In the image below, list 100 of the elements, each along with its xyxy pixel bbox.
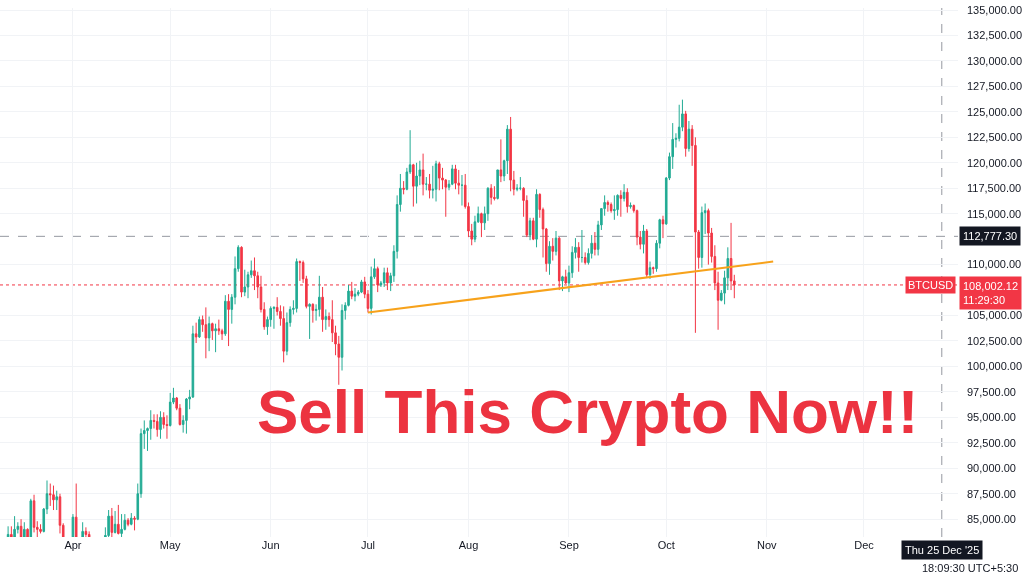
candlestick bbox=[130, 512, 133, 526]
candlestick bbox=[204, 306, 208, 359]
candlestick bbox=[55, 490, 59, 511]
candlestick bbox=[687, 120, 691, 153]
y-tick-label: 125,000.00 bbox=[967, 105, 1023, 118]
candlestick bbox=[434, 160, 438, 202]
candlestick bbox=[382, 267, 386, 288]
candlestick bbox=[194, 322, 198, 344]
candlestick bbox=[207, 316, 211, 352]
candlestick bbox=[509, 116, 512, 192]
y-tick-label: 102,500.00 bbox=[967, 334, 1023, 347]
candlestick bbox=[421, 153, 425, 196]
y-tick-label: 117,500.00 bbox=[967, 182, 1022, 195]
annotation: Sell This Crypto Now!! bbox=[257, 377, 919, 446]
candlestick bbox=[489, 183, 493, 206]
candlestick bbox=[227, 293, 230, 347]
y-tick-label: 105,000.00 bbox=[967, 309, 1023, 322]
candlestick bbox=[609, 201, 613, 214]
y-tick-label: 85,000.00 bbox=[967, 513, 1016, 526]
candlestick bbox=[340, 303, 344, 372]
candlestick bbox=[6, 525, 10, 537]
candlestick bbox=[26, 527, 29, 537]
candlestick bbox=[707, 208, 710, 266]
candlestick bbox=[81, 521, 84, 537]
candlestick bbox=[651, 266, 655, 275]
candlestick bbox=[583, 251, 587, 266]
candlestick bbox=[159, 410, 162, 440]
candlestick bbox=[437, 161, 441, 191]
y-tick-label: 97,500.00 bbox=[967, 385, 1016, 398]
candlestick bbox=[298, 260, 302, 282]
candlestick bbox=[19, 518, 23, 537]
candlestick bbox=[353, 287, 357, 302]
y-tick-label: 120,000.00 bbox=[967, 156, 1023, 169]
candlestick bbox=[528, 217, 532, 241]
candlestick bbox=[460, 174, 464, 207]
candlestick bbox=[548, 240, 551, 276]
y-tick-label: 130,000.00 bbox=[967, 54, 1023, 67]
y-tick-label: 135,000.00 bbox=[967, 3, 1023, 16]
x-tick-label: Sep bbox=[559, 539, 579, 551]
ref-line-label: Thu 25 Dec '25 bbox=[905, 544, 980, 556]
ref-line-label: 112,777.30 bbox=[963, 230, 1018, 242]
candlestick bbox=[211, 322, 214, 341]
candlestick bbox=[402, 180, 405, 195]
candlestick bbox=[457, 169, 461, 195]
candlestick bbox=[684, 110, 687, 158]
candlestick bbox=[282, 305, 285, 363]
candlestick bbox=[217, 319, 221, 336]
candlestick bbox=[120, 513, 123, 537]
candlestick bbox=[551, 237, 555, 262]
candlestick bbox=[480, 212, 483, 238]
candlestick bbox=[580, 229, 584, 264]
candlestick bbox=[412, 163, 415, 208]
candlestick bbox=[629, 201, 632, 210]
candlestick bbox=[308, 302, 311, 340]
candlestick bbox=[74, 483, 78, 537]
candlestick bbox=[535, 188, 538, 248]
x-tick-label: Oct bbox=[657, 539, 675, 551]
y-tick-label: 115,000.00 bbox=[967, 207, 1022, 220]
x-tick-label: Nov bbox=[756, 539, 777, 551]
y-tick-label: 122,500.00 bbox=[967, 131, 1023, 144]
candlestick bbox=[168, 392, 172, 428]
candlestick bbox=[415, 162, 418, 205]
candlestick bbox=[321, 286, 324, 333]
candlestick bbox=[532, 217, 535, 241]
x-tick-label: Apr bbox=[64, 539, 82, 551]
candlestick bbox=[52, 485, 55, 511]
candlestick bbox=[661, 215, 665, 239]
candlestick bbox=[318, 275, 321, 318]
x-tick-label: Jul bbox=[360, 539, 375, 551]
candlestick bbox=[23, 521, 26, 537]
ref-line-label: 108,002.12 11:29:30 bbox=[963, 280, 1019, 307]
x-tick-label: Aug bbox=[458, 539, 479, 551]
x-tick-label: Jun bbox=[261, 539, 280, 551]
annotation: BTCUSD bbox=[908, 279, 954, 291]
x-tick-label: May bbox=[159, 539, 182, 551]
candlestick bbox=[107, 509, 110, 537]
y-tick-label: 92,500.00 bbox=[967, 436, 1016, 449]
candlestick bbox=[425, 176, 428, 191]
candlestick bbox=[561, 275, 564, 292]
y-tick-label: 110,000.00 bbox=[967, 258, 1022, 271]
candlestick bbox=[198, 316, 201, 339]
candlestick bbox=[493, 185, 496, 201]
candlestick bbox=[360, 279, 363, 294]
y-tick-label: 87,500.00 bbox=[967, 487, 1016, 500]
candlestick bbox=[87, 530, 91, 537]
candlestick bbox=[700, 206, 704, 269]
candlestick bbox=[133, 515, 136, 531]
candlestick bbox=[311, 302, 315, 324]
y-tick-label: 95,000.00 bbox=[967, 411, 1016, 424]
candlestick bbox=[126, 517, 130, 527]
candlestick bbox=[113, 510, 117, 534]
candlestick bbox=[606, 199, 610, 213]
candlestick bbox=[84, 526, 88, 537]
candlestick bbox=[450, 164, 454, 186]
candlestick bbox=[240, 245, 243, 298]
candlestick bbox=[117, 504, 120, 535]
y-tick-label: 90,000.00 bbox=[967, 462, 1016, 475]
candlestick bbox=[324, 308, 328, 331]
candlestick bbox=[593, 231, 597, 256]
candlestick bbox=[499, 138, 503, 183]
